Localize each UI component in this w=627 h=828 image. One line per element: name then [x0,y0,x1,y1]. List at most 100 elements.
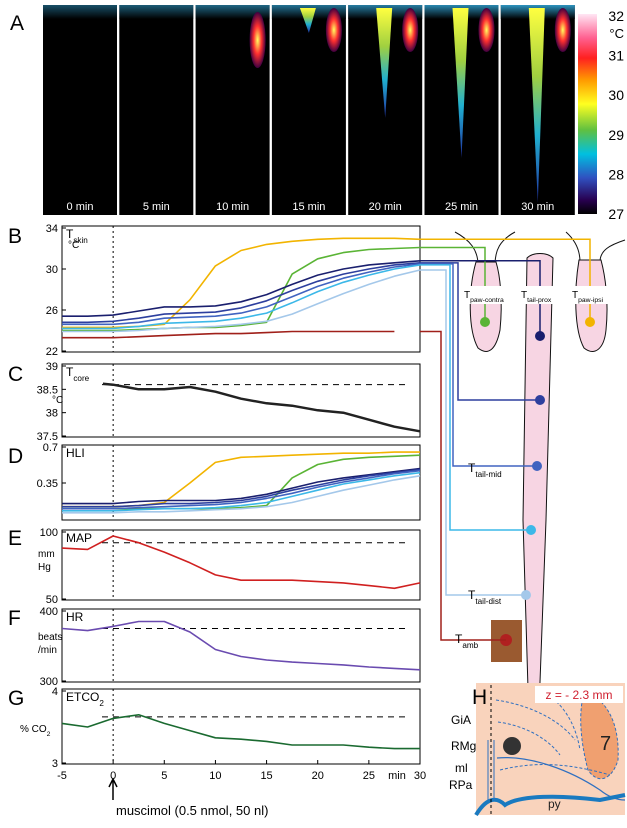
label-bg [569,286,619,304]
panel-title: MAP [66,531,92,545]
series-line [62,467,421,505]
series-line [62,246,421,332]
y-tick-label: 400 [40,606,58,618]
site-dot [480,317,490,327]
region-label: ml [455,761,468,775]
panel-title: Tcore [66,365,90,383]
series-line [62,269,421,333]
panel-label: H [472,686,487,709]
connector [420,264,531,531]
thermal-tail [452,8,469,158]
series-line [102,382,421,433]
annotation: muscimol (0.5 nmol, 50 nl) [116,803,268,818]
panel-title: Tskin [66,227,88,245]
y-axis-label: beats [38,632,62,643]
x-tick-label: 5 [161,770,167,782]
region-label: RPa [449,778,473,792]
region-label: GiA [451,713,471,727]
site-dot [535,331,545,341]
frame-label: 5 min [143,201,170,213]
y-tick-label: 0.35 [37,478,58,490]
series-line [61,620,421,671]
connector [420,260,541,336]
region-label: 7 [600,733,611,755]
y-axis-label: °C [52,395,63,406]
y-tick-label: 22 [46,346,58,358]
thermal-frame [43,5,117,215]
thermal-paw [249,12,266,68]
thermal-paw [402,8,419,52]
y-tick-label: 39 [46,361,58,373]
site-dot [585,317,595,327]
colorbar-tick-label: 32 [608,8,624,24]
y-tick-label: 37.5 [37,431,58,443]
panel-title: ETCO2 [66,690,104,708]
x-tick-label: 25 [363,770,375,782]
x-axis-label: min [388,770,406,782]
plot-frame [61,363,421,438]
thermal-paw [325,8,342,52]
panel-label: F [8,607,21,630]
x-tick-label: 15 [260,770,272,782]
x-tick-label: 0 [110,770,116,782]
thermal-glow [43,5,117,19]
section-level: z = - 2.3 mm [545,688,612,702]
colorbar-tick-label: 27 [608,206,624,222]
region-label: RMg [451,739,476,753]
plot-frame [61,225,421,353]
colorbar-tick-label: 31 [608,48,624,64]
series-line [62,262,421,324]
series-line [62,469,421,510]
y-tick-label: 300 [40,676,58,688]
arrow [108,777,118,800]
panel-label: A [10,12,24,35]
series-line [62,260,421,317]
panel-label: E [8,527,22,550]
thermal-paw [554,8,571,52]
panel-label: G [8,687,24,710]
site-label: Tamb [455,632,479,650]
thermal-paw [478,8,495,52]
colorbar-tick-label: 28 [608,166,624,182]
y-axis-label: % CO2 [20,724,51,738]
thermal-images: 0 min 5 min 10 min 15 min 20 min 25 min 30 min [43,5,575,215]
site-label: Ttail-mid [468,461,502,479]
plot-frame [61,529,421,601]
panel-label: D [8,445,23,468]
series-line [62,468,421,508]
connector [420,269,526,596]
panel-label: C [8,363,23,386]
frame-label: 30 min [521,201,554,213]
y-tick-label: 100 [40,527,58,539]
series-line [62,330,395,339]
y-tick-label: 3 [52,758,58,770]
site-label: Tpaw-ipsi [572,290,604,304]
frame-label: 15 min [292,201,325,213]
frame-label: 20 min [369,201,402,213]
plot-frame [61,688,421,765]
colorbar-tick-label: 29 [608,127,624,143]
charts: Tskin°C22263034Tcore°C37.53838.539HLI0.3… [20,223,426,782]
y-axis-label: /min [38,645,57,656]
x-tick-label: 20 [312,770,324,782]
thermal-tail [299,8,316,33]
panel-label: B [8,225,22,248]
panel-title: HR [66,610,84,624]
site-label: Ttail-prox [521,290,552,304]
x-tick-label: -5 [57,770,67,782]
frame-label: 25 min [445,201,478,213]
y-tick-label: 26 [46,305,58,317]
label-bg [461,286,511,304]
y-tick-label: 30 [46,264,58,276]
y-tick-label: 50 [46,594,58,606]
thermal-glow [195,5,270,19]
series-line [62,471,421,512]
label-bg [518,286,568,304]
thermal-tail [376,8,393,118]
panel-title: HLI [66,446,85,460]
y-tick-label: 4 [52,686,58,698]
series-line [62,263,421,326]
connectors: Tpaw-ipsi Tpaw-contra Ttail-prox Ttail-mid T… [420,238,619,650]
y-tick-label: 0.7 [43,442,58,454]
